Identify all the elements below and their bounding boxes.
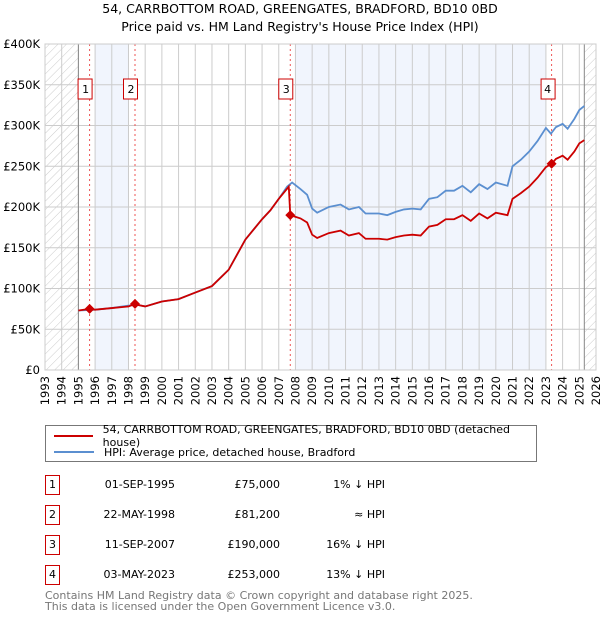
plot-border [44, 43, 597, 371]
blue-line-swatch [54, 451, 94, 453]
table-row: 1 01-SEP-1995 £75,000 1% ↓ HPI [45, 475, 405, 495]
x-tick-label: 2012 [355, 376, 369, 405]
sale-label-box [278, 78, 294, 100]
sale-date: 11-SEP-2007 [104, 538, 175, 551]
x-tick-label: 2013 [372, 376, 386, 405]
x-tick-label: 2004 [222, 376, 236, 405]
hpi-comparison: ≈ HPI [354, 508, 385, 521]
x-tick-label: 2020 [489, 376, 503, 405]
sale-price: £190,000 [227, 538, 281, 551]
sale-date: 22-MAY-1998 [103, 508, 175, 521]
x-tick-label: 2008 [288, 376, 302, 405]
table-row: 4 03-MAY-2023 £253,000 13% ↓ HPI [45, 565, 405, 585]
footer-licence: This data is licensed under the Open Gov… [45, 600, 396, 613]
sale-price: £75,000 [234, 478, 281, 491]
x-tick-label: 2007 [272, 376, 286, 405]
sale-point [129, 298, 140, 309]
x-tick-label: 2009 [305, 376, 319, 405]
sale-price: £253,000 [227, 568, 281, 581]
hpi-comparison: 13% ↓ HPI [326, 568, 385, 581]
x-tick-label: 2003 [205, 376, 219, 405]
y-tick-label: £400K [3, 37, 40, 51]
sale-number-badge: 3 [45, 535, 60, 555]
x-tick-label: 2015 [405, 376, 419, 405]
sale-price: £81,200 [234, 508, 281, 521]
x-tick-label: 1994 [55, 376, 69, 405]
y-tick-label: £300K [3, 119, 40, 133]
red-line-swatch [54, 435, 93, 437]
x-tick-label: 2021 [506, 376, 520, 405]
footer-copyright: Contains HM Land Registry data © Crown c… [45, 589, 473, 602]
y-tick-label: £150K [3, 241, 40, 255]
sale-number-badge: 4 [45, 565, 60, 585]
x-tick-label: 2022 [522, 376, 536, 405]
y-tick-label: £0 [25, 363, 40, 377]
sale-label-box [77, 78, 93, 100]
y-tick-label: £100K [3, 282, 40, 296]
x-tick-label: 2018 [455, 376, 469, 405]
x-tick-label: 2026 [589, 376, 600, 405]
sale-date: 03-MAY-2023 [103, 568, 175, 581]
x-tick-label: 2023 [539, 376, 553, 405]
price-chart: 1993 1994 1995 1996 1997 1998 1999 2000 2001 2002… [3, 37, 600, 405]
sale-date: 01-SEP-1995 [104, 478, 175, 491]
sale-number-badge: 2 [45, 505, 60, 525]
legend-item-property: 54, CARRBOTTOM ROAD, GREENGATES, BRADFOR… [54, 423, 536, 449]
x-tick-label: 2005 [238, 376, 252, 405]
x-tick-label: 2001 [172, 376, 186, 405]
y-tick-label: £350K [3, 78, 40, 92]
legend-label: 54, CARRBOTTOM ROAD, GREENGATES, BRADFOR… [102, 423, 511, 449]
hpi-comparison: 1% ↓ HPI [333, 478, 385, 491]
x-tick-label: 1997 [105, 376, 119, 405]
y-tick-label: £200K [3, 200, 40, 214]
x-tick-label: 2014 [389, 376, 403, 405]
property-price-line [78, 139, 585, 312]
sale-point [546, 158, 557, 169]
x-tick-label: 1995 [71, 376, 85, 405]
sale-label: 1 [82, 83, 89, 96]
y-tick-label: £50K [11, 322, 41, 336]
x-tick-label: 2019 [472, 376, 486, 405]
hpi-comparison: 16% ↓ HPI [326, 538, 385, 551]
sale-label-box [540, 78, 556, 100]
sale-point [285, 210, 296, 221]
sale-label-box [122, 78, 138, 100]
x-tick-label: 2011 [339, 376, 353, 405]
chart-subtitle: Price paid vs. HM Land Registry's House … [121, 19, 479, 34]
x-tick-label: 2017 [439, 376, 453, 405]
table-row: 3 11-SEP-2007 £190,000 16% ↓ HPI [45, 535, 405, 555]
x-tick-label: 1998 [121, 376, 135, 405]
table-row: 2 22-MAY-1998 £81,200 ≈ HPI [45, 505, 405, 525]
sale-point [84, 303, 95, 314]
x-tick-label: 2010 [322, 376, 336, 405]
sale-label: 2 [127, 83, 134, 96]
sale-number-badge: 1 [45, 475, 60, 495]
y-tick-label: £250K [3, 159, 40, 173]
x-tick-label: 2002 [188, 376, 202, 405]
legend-item-hpi: HPI: Average price, detached house, Brad… [54, 444, 355, 460]
x-tick-label: 2000 [155, 376, 169, 405]
x-tick-label: 1993 [38, 376, 52, 405]
x-tick-label: 1999 [138, 376, 152, 405]
x-tick-label: 2016 [422, 376, 436, 405]
chart-title: 54, CARRBOTTOM ROAD, GREENGATES, BRADFOR… [102, 1, 498, 16]
x-tick-label: 2025 [572, 376, 586, 405]
x-tick-label: 2006 [255, 376, 269, 405]
sale-label: 3 [283, 83, 290, 96]
sale-label: 4 [544, 83, 551, 96]
x-tick-label: 1996 [88, 376, 102, 405]
legend-label: HPI: Average price, detached house, Brad… [104, 445, 356, 459]
legend: 54, CARRBOTTOM ROAD, GREENGATES, BRADFOR… [45, 423, 537, 462]
x-tick-label: 2024 [556, 376, 570, 405]
